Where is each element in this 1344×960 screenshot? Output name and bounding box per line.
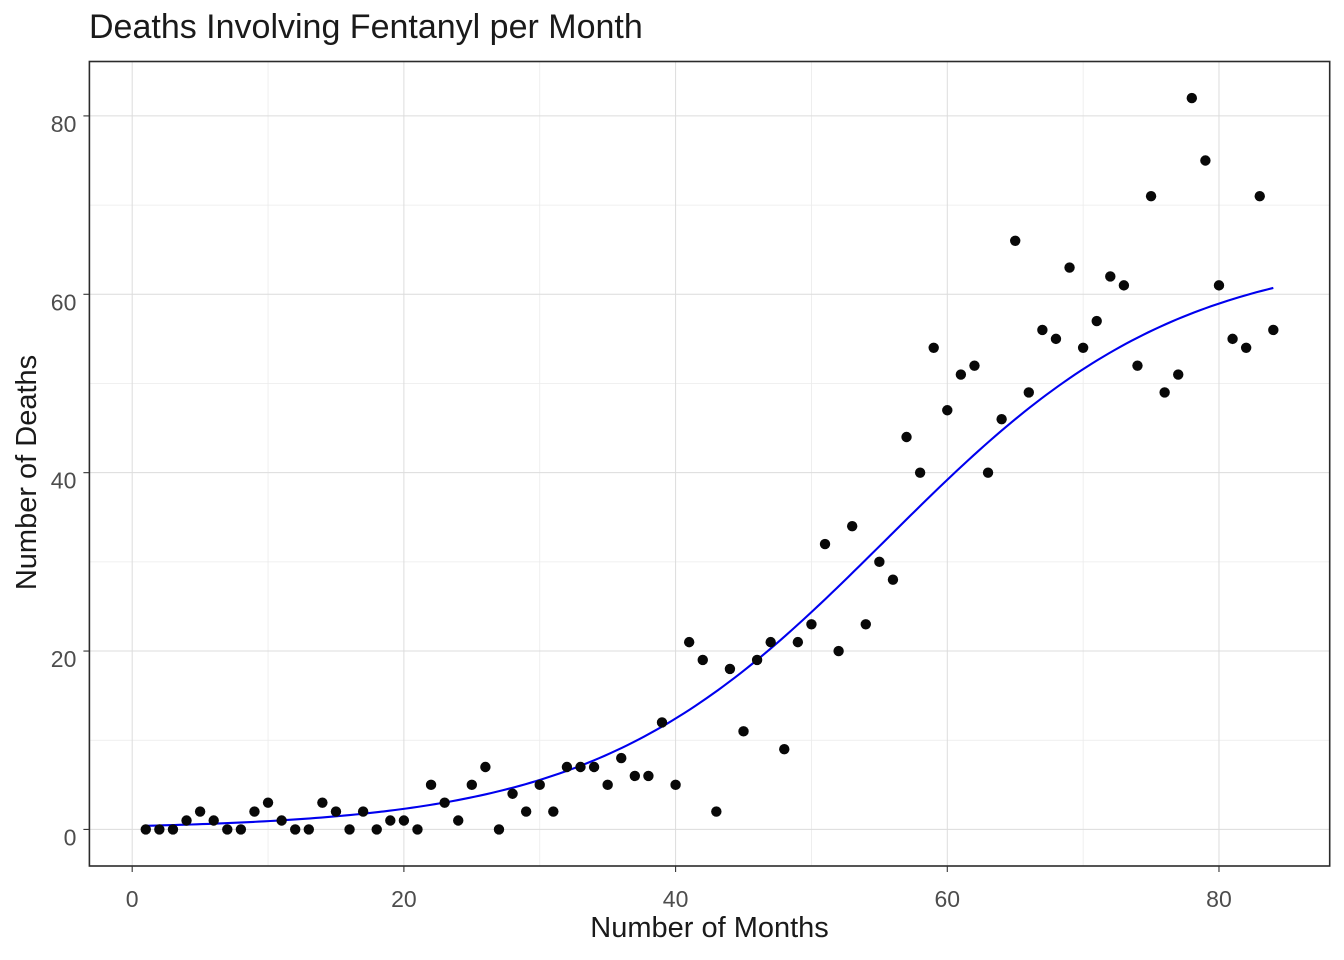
svg-text:80: 80	[1206, 886, 1232, 912]
svg-text:20: 20	[51, 646, 77, 672]
svg-text:40: 40	[663, 886, 689, 912]
svg-text:20: 20	[391, 886, 417, 912]
svg-text:0: 0	[64, 824, 77, 850]
svg-text:60: 60	[51, 289, 77, 315]
svg-text:0: 0	[126, 886, 139, 912]
svg-text:80: 80	[51, 111, 77, 137]
svg-text:60: 60	[934, 886, 960, 912]
svg-text:40: 40	[51, 468, 77, 494]
